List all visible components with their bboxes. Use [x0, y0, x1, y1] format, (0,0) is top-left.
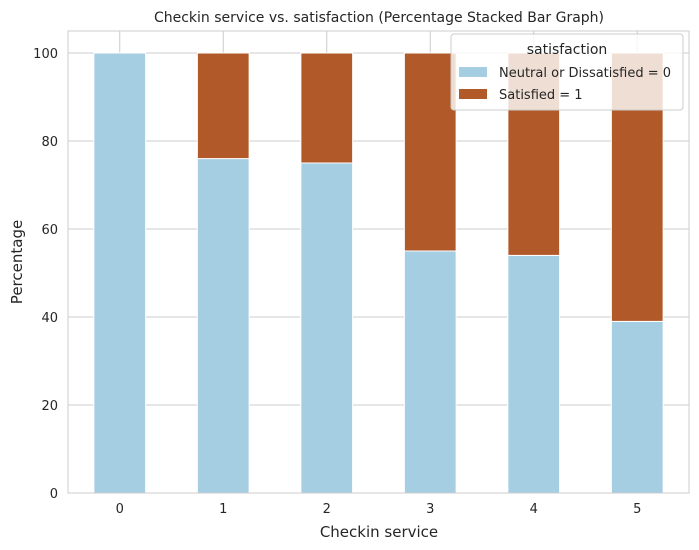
legend-label-satisfied: Satisfied = 1 — [499, 88, 583, 103]
y-tick-label: 20 — [41, 399, 58, 414]
bar-neutral-5 — [610, 320, 664, 494]
legend-title: satisfaction — [527, 42, 608, 58]
x-tick-label: 0 — [116, 502, 124, 517]
legend-swatch-neutral — [459, 67, 487, 77]
bar-neutral-4 — [507, 254, 561, 494]
y-tick-label: 40 — [41, 311, 58, 326]
x-tick-label: 2 — [323, 502, 331, 517]
bar-satisfied-1 — [196, 52, 250, 160]
bar-neutral-1 — [196, 158, 250, 494]
x-tick-label: 3 — [426, 502, 434, 517]
x-tick-label: 1 — [219, 502, 227, 517]
chart-title: Checkin service vs. satisfaction (Percen… — [154, 10, 604, 26]
y-tick-label: 100 — [33, 47, 58, 62]
x-axis-label: Checkin service — [320, 523, 438, 541]
bars — [93, 52, 664, 494]
bar-satisfied-2 — [300, 52, 354, 164]
y-axis-label: Percentage — [8, 220, 26, 304]
y-ticks: 0 20 40 60 80 100 — [33, 47, 58, 502]
legend-label-neutral: Neutral or Dissatisfied = 0 — [499, 66, 671, 81]
bar-neutral-0 — [93, 52, 147, 494]
legend-swatch-satisfied — [459, 89, 487, 99]
bar-neutral-3 — [403, 250, 457, 494]
x-tick-label: 5 — [633, 502, 641, 517]
legend: satisfaction Neutral or Dissatisfied = 0… — [450, 33, 684, 111]
y-tick-label: 80 — [41, 135, 58, 150]
x-ticks: 0 1 2 3 4 5 — [116, 502, 642, 517]
bar-satisfied-3 — [403, 52, 457, 252]
bar-neutral-2 — [300, 162, 354, 494]
x-tick-label: 4 — [530, 502, 538, 517]
legend-box — [450, 33, 684, 111]
plot-frame — [67, 30, 690, 494]
y-tick-label: 0 — [50, 487, 58, 502]
y-tick-label: 60 — [41, 223, 58, 238]
